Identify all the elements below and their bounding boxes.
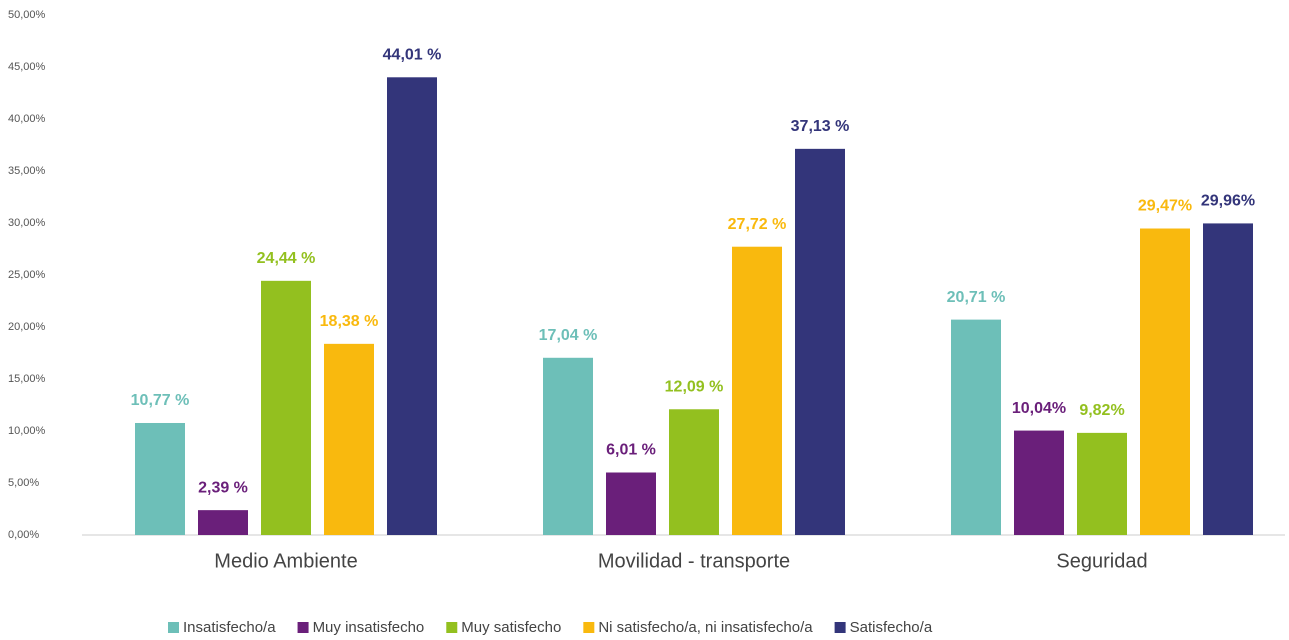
x-tick-label: Seguridad [1056,550,1147,572]
bar [1140,228,1190,535]
legend-label: Muy insatisfecho [313,619,425,636]
legend-label: Muy satisfecho [461,619,561,636]
bar [543,357,593,535]
y-tick-label: 50,00% [8,9,46,21]
bar [951,319,1001,535]
y-tick-label: 30,00% [8,217,46,229]
bar [795,148,845,535]
bar [669,409,719,535]
legend-swatch [583,622,595,633]
bar [261,280,311,535]
y-tick-label: 15,00% [8,373,46,385]
y-tick-label: 25,00% [8,269,46,281]
bar [135,422,185,535]
bar [1014,430,1064,535]
legend-swatch [446,622,458,633]
value-label: 20,71 % [947,289,1006,306]
y-tick-label: 10,00% [8,425,46,437]
value-label: 27,72 % [728,216,787,233]
x-tick-label: Medio Ambiente [214,550,357,572]
bar [606,472,656,535]
value-label: 17,04 % [539,327,598,344]
y-tick-label: 20,00% [8,321,46,333]
legend-swatch [297,622,309,633]
y-tick-label: 5,00% [8,477,39,489]
value-label: 10,77 % [131,392,190,409]
legend-label: Ni satisfecho/a, ni insatisfecho/a [598,619,813,636]
value-label: 24,44 % [257,250,316,267]
value-label: 2,39 % [198,479,248,496]
value-label: 44,01 % [383,47,442,64]
bar [1077,432,1127,535]
value-label: 9,82% [1079,402,1124,419]
value-label: 10,04% [1012,400,1066,417]
value-label: 12,09 % [665,378,724,395]
value-label: 29,47% [1138,198,1192,215]
y-tick-label: 35,00% [8,165,46,177]
x-tick-label: Movilidad - transporte [598,550,790,572]
y-tick-label: 45,00% [8,61,46,73]
legend-swatch [834,622,846,633]
legend-label: Satisfecho/a [850,619,933,636]
value-label: 37,13 % [791,118,850,135]
bar [732,246,782,535]
value-label: 6,01 % [606,442,656,459]
y-tick-label: 40,00% [8,113,46,125]
value-label: 18,38 % [320,313,379,330]
bar [324,343,374,535]
y-tick-label: 0,00% [8,529,39,541]
bar [198,510,248,535]
bar [387,77,437,536]
bar [1203,223,1253,535]
legend-label: Insatisfecho/a [183,619,276,636]
legend-swatch [168,622,179,633]
value-label: 29,96% [1201,193,1255,210]
